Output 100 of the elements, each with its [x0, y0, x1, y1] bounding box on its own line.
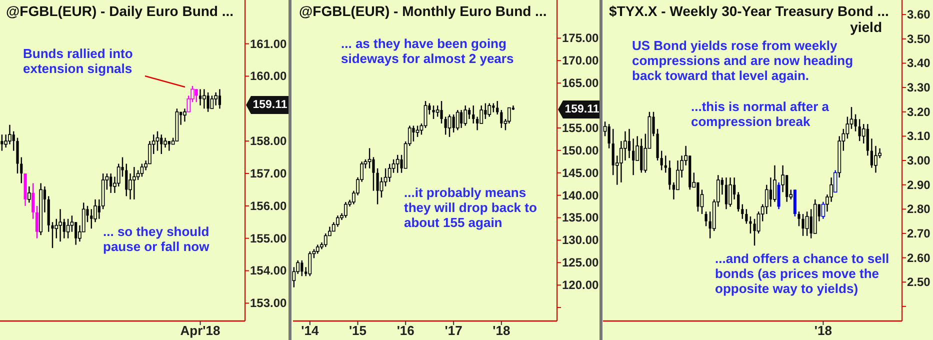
annotation: ...it probably means they will drop back to about 155 again — [404, 185, 537, 230]
candlestick — [156, 130, 160, 152]
y-tick-label: 155.00 — [562, 120, 600, 135]
y-tick-label: 154.00 — [250, 264, 288, 278]
candlestick — [749, 216, 752, 234]
candlestick — [35, 205, 38, 239]
annotation: ... as they have been going sideways for almost 2 years — [341, 36, 514, 66]
candlestick — [90, 208, 93, 230]
candlestick — [773, 164, 776, 202]
y-tick-label: 150.00 — [562, 143, 600, 158]
y-tick-label: 157.00 — [250, 166, 288, 180]
y-tick-label: 3.50 — [907, 32, 931, 46]
candlestick — [202, 88, 206, 110]
candlestick — [32, 182, 35, 220]
candlestick — [798, 210, 800, 227]
y-tick-label: 158.00 — [250, 134, 288, 148]
candlestick — [488, 102, 492, 118]
candlestick — [125, 163, 128, 197]
chart-title: @FGBL(EUR) - Monthly Euro Bund ... — [299, 3, 547, 19]
candlestick — [737, 192, 740, 212]
candlestick — [608, 123, 610, 149]
candlestick — [210, 95, 214, 110]
candlestick — [444, 116, 447, 136]
candlestick — [496, 100, 499, 116]
y-tick-label: 2.50 — [907, 275, 931, 290]
candlestick — [20, 156, 23, 184]
candlestick — [132, 166, 136, 200]
candlestick — [218, 88, 222, 110]
candlestick — [396, 154, 400, 174]
y-tick-label: 3.10 — [907, 129, 931, 144]
annotation: Bunds rallied into extension signals — [23, 46, 133, 76]
x-tick-label: '18 — [492, 323, 510, 338]
y-tick-label: 135.00 — [562, 210, 600, 225]
candlestick — [664, 155, 667, 174]
candlestick — [805, 210, 809, 236]
candlestick — [206, 92, 210, 112]
candlestick — [0, 134, 4, 152]
candlestick — [51, 222, 54, 249]
candlestick — [464, 104, 468, 126]
candlestick — [472, 104, 475, 124]
y-tick-label: 175.00 — [562, 31, 600, 46]
candlestick — [372, 156, 375, 192]
text: 159.11 — [252, 99, 288, 112]
candlestick — [12, 130, 15, 152]
y-tick-label: 3.30 — [907, 80, 931, 95]
x-tick-label: '18 — [814, 323, 832, 338]
candlestick — [392, 158, 396, 174]
candlestick — [376, 168, 379, 205]
candlestick — [460, 109, 463, 129]
y-tick-label: 120.00 — [562, 278, 600, 292]
candlestick — [704, 210, 708, 227]
text: 159.11 — [564, 104, 600, 116]
y-tick-label: 160.00 — [250, 69, 288, 84]
y-tick-label: 2.70 — [907, 226, 931, 240]
y-tick-label: 2.80 — [907, 202, 931, 216]
y-tick-label: 3.40 — [907, 56, 931, 70]
candlestick — [854, 114, 857, 132]
y-tick-label: 155.00 — [250, 231, 288, 246]
annotation: ...and offers a chance to sell bonds (as prices move the opposite way to yields) — [715, 251, 890, 296]
x-tick-label: '15 — [348, 323, 367, 338]
y-tick-label: 3.60 — [907, 8, 931, 22]
candlestick — [660, 150, 663, 171]
candlestick — [194, 88, 198, 103]
candlestick — [58, 208, 62, 242]
y-tick-label: 3.00 — [907, 154, 931, 168]
candlestick — [336, 214, 340, 228]
candlestick — [140, 163, 144, 178]
candlestick — [724, 176, 728, 210]
y-tick-label: 153.00 — [250, 296, 288, 310]
y-tick-label: 2.90 — [907, 178, 931, 192]
candlestick — [866, 123, 869, 156]
candlestick — [160, 134, 163, 155]
y-tick-label: 170.00 — [562, 54, 600, 68]
text: yield — [850, 19, 882, 35]
candlestick — [802, 213, 804, 236]
x-tick-label: Apr'18 — [180, 323, 220, 338]
annotation: US Bond yields rose from weekly compressions and are now heading back toward that level again. — [632, 38, 854, 83]
candlestick — [388, 163, 392, 182]
candlestick — [198, 88, 202, 106]
y-tick-label: 140.00 — [562, 188, 600, 202]
candlestick — [344, 201, 348, 218]
candlestick — [27, 186, 31, 204]
annotation: ... so they should pause or fall now — [103, 224, 210, 254]
y-tick-label: 3.20 — [907, 104, 931, 119]
y-tick-label: 130.00 — [562, 233, 600, 248]
candlestick — [628, 128, 631, 159]
candlestick — [214, 92, 218, 106]
candlestick — [16, 137, 19, 174]
candlestick — [440, 100, 443, 124]
candlestick — [745, 208, 748, 224]
y-tick-label: 125.00 — [562, 256, 600, 270]
y-tick-label: 2.60 — [907, 250, 931, 265]
candlestick — [416, 125, 420, 138]
candlestick — [728, 176, 732, 208]
candlestick — [164, 137, 167, 148]
x-tick-label: '17 — [444, 323, 462, 338]
chart-title: $TYX.X - Weekly 30-Year Treasury Bond ... — [609, 3, 889, 19]
y-tick-label: 156.00 — [250, 198, 288, 213]
candlestick — [668, 160, 671, 190]
candlestick — [632, 138, 635, 176]
